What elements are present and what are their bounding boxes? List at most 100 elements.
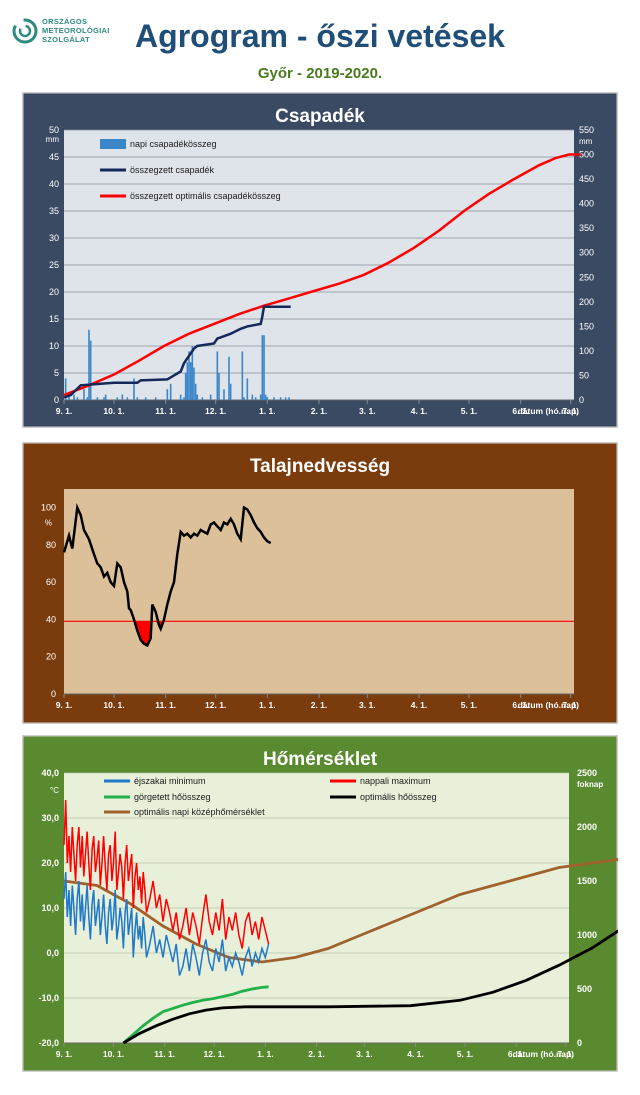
precipitation-bar bbox=[184, 373, 187, 400]
temperature-panel: Hőmérséklet -20,0 -10,0 0,0 10,0 20,0 30,0 40,0… bbox=[22, 735, 618, 1072]
precipitation-bar bbox=[259, 394, 262, 400]
precipitation-bar bbox=[196, 394, 199, 400]
precipitation-bar bbox=[264, 394, 267, 400]
precipitation-bar bbox=[121, 394, 124, 400]
y-right-tick-label: 100 bbox=[579, 346, 594, 356]
header: ORSZÁGOS METEOROLÓGIAI SZOLGÁLAT Agrogra… bbox=[0, 0, 640, 90]
precipitation-bar bbox=[254, 397, 257, 400]
x-axis-label: dátum (hó.nap) bbox=[518, 406, 580, 416]
x-tick-label: 9. 1. bbox=[56, 700, 73, 710]
precipitation-bar bbox=[246, 378, 249, 400]
precipitation-bar bbox=[241, 351, 244, 400]
x-tick-label: 1. 1. bbox=[257, 1049, 274, 1059]
soil-moisture-line bbox=[62, 503, 272, 648]
y-tick-label: 0 bbox=[51, 689, 56, 699]
precipitation-bar bbox=[136, 397, 139, 400]
y-left-tick-label: 15 bbox=[49, 314, 59, 324]
logo-text: ORSZÁGOS METEOROLÓGIAI SZOLGÁLAT bbox=[42, 17, 110, 44]
precipitation-chart: Csapadék05101520253035404550050100150200… bbox=[22, 92, 618, 428]
x-tick-label: 11. 1. bbox=[155, 406, 176, 416]
precipitation-bar bbox=[229, 383, 232, 400]
x-tick-label: 7. 1. bbox=[562, 406, 579, 416]
y-right-tick-label: 500 bbox=[579, 150, 594, 160]
legend-label: optimális napi középhőmérséklet bbox=[134, 807, 265, 817]
precipitation-bar bbox=[263, 335, 265, 400]
y-left-tick-label: 25 bbox=[49, 260, 59, 270]
precipitation-bar bbox=[73, 394, 75, 400]
precipitation-bar bbox=[88, 329, 90, 400]
precipitation-bar bbox=[189, 362, 192, 400]
soil-moisture-chart: Talajnedvesség 0 20 40 60 80 100% 9. 1. 10. 1. 11… bbox=[22, 442, 618, 724]
y-left-tick-label: 40,0 bbox=[41, 768, 59, 778]
precipitation-bar bbox=[68, 394, 70, 400]
x-tick-label: 6. 1. bbox=[512, 700, 529, 710]
temperature-chart: Hőmérséklet -20,0 -10,0 0,0 10,0 20,0 30,0 40,0… bbox=[22, 735, 618, 1072]
x-tick-label: 10. 1. bbox=[103, 700, 124, 710]
y-left-unit: °C bbox=[50, 786, 59, 795]
precipitation-panel: Csapadék 0 5 10 15 20 25 30 35 40 45 50 0 50 100 150 200… bbox=[22, 92, 618, 428]
precipitation-bar bbox=[201, 397, 204, 400]
y-left-tick-label: 0,0 bbox=[46, 948, 59, 958]
page-title: Agrogram - őszi vetések bbox=[135, 18, 505, 54]
precipitation-bar bbox=[218, 373, 220, 400]
precipitation-bar bbox=[279, 397, 282, 400]
y-right-unit: mm bbox=[579, 137, 593, 146]
deficit-area bbox=[130, 621, 164, 646]
chart-title: Csapadék bbox=[275, 106, 365, 127]
legend-label: éjszakai minimum bbox=[134, 776, 206, 786]
x-tick-label: 5. 1. bbox=[457, 1049, 474, 1059]
x-tick-label: 10. 1. bbox=[103, 1049, 124, 1059]
y-right-tick-label: 2500 bbox=[577, 768, 597, 778]
x-tick-label: 4. 1. bbox=[411, 406, 428, 416]
y-left-tick-label: 20,0 bbox=[41, 858, 59, 868]
y-tick-label: 60 bbox=[46, 577, 56, 587]
precipitation-bar bbox=[183, 397, 185, 400]
precipitation-bar bbox=[228, 356, 230, 400]
chart-title: Hőmérséklet bbox=[263, 749, 378, 770]
rolling-gdd-line bbox=[122, 985, 269, 1045]
y-right-tick-label: 2000 bbox=[577, 822, 597, 832]
precipitation-bar bbox=[243, 397, 245, 400]
legend-label: összegzett optimális csapadékösszeg bbox=[130, 191, 281, 201]
precipitation-bar bbox=[179, 394, 182, 400]
y-left-tick-label: 50 bbox=[49, 125, 59, 135]
y-left-tick-label: 45 bbox=[49, 152, 59, 162]
precipitation-bar bbox=[126, 397, 129, 400]
x-tick-label: 5. 1. bbox=[461, 406, 478, 416]
precipitation-bar bbox=[83, 389, 85, 400]
page-subtitle: Győr - 2019-2020. bbox=[257, 65, 383, 82]
precipitation-bar bbox=[191, 346, 194, 400]
y-right-tick-label: 250 bbox=[579, 272, 594, 282]
y-right-tick-label: 400 bbox=[579, 199, 594, 209]
cumulative-precipitation-line bbox=[63, 305, 291, 399]
y-tick-label: 100 bbox=[41, 503, 56, 513]
precipitation-bar bbox=[288, 397, 290, 400]
legend-label: napi csapadékösszeg bbox=[130, 139, 217, 149]
precipitation-bar bbox=[154, 397, 157, 400]
precipitation-bar bbox=[104, 394, 107, 400]
precipitation-bar bbox=[261, 335, 264, 400]
x-tick-label: 4. 1. bbox=[411, 700, 428, 710]
x-tick-label: 2. 1. bbox=[308, 1049, 325, 1059]
y-left-tick-label: 30 bbox=[49, 233, 59, 243]
x-axis-label: dátum (hó.nap) bbox=[513, 1049, 575, 1059]
y-right-unit: foknap bbox=[577, 780, 603, 789]
precipitation-bar bbox=[116, 397, 119, 400]
y-right-tick-label: 350 bbox=[579, 223, 594, 233]
y-left-tick-label: 35 bbox=[49, 206, 59, 216]
plot-area bbox=[64, 489, 574, 694]
optimal-cumulative-line bbox=[63, 153, 581, 397]
y-right-tick-label: 0 bbox=[577, 1038, 582, 1048]
y-right-tick-label: 150 bbox=[579, 321, 594, 331]
legend-label: nappali maximum bbox=[360, 776, 431, 786]
y-right-tick-label: 200 bbox=[579, 297, 594, 307]
precipitation-bar bbox=[76, 397, 79, 400]
x-tick-label: 11. 1. bbox=[154, 1049, 175, 1059]
precipitation-bar bbox=[166, 389, 169, 400]
x-tick-label: 1. 1. bbox=[259, 700, 276, 710]
precipitation-bar bbox=[96, 397, 99, 400]
y-right-tick-label: 300 bbox=[579, 248, 594, 258]
y-unit: % bbox=[45, 519, 52, 528]
precipitation-bar bbox=[133, 378, 135, 400]
legend-label: összegzett csapadék bbox=[130, 165, 215, 175]
